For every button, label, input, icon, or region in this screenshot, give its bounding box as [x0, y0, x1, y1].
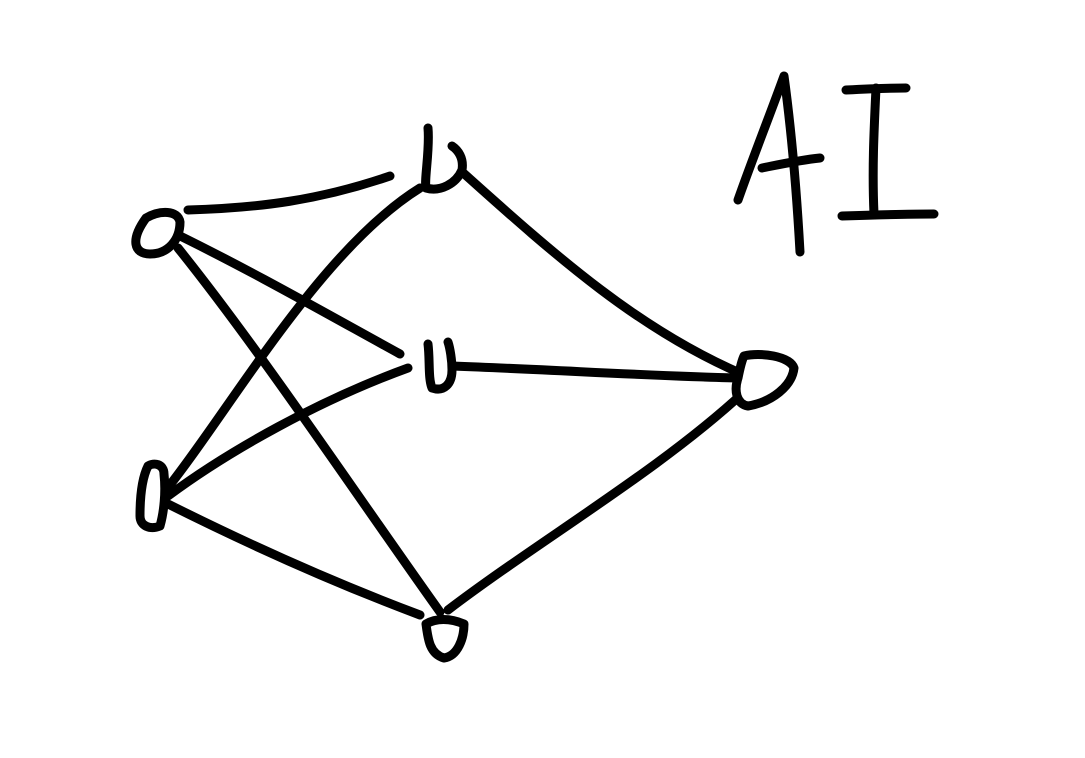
edge-input-1-hidden-2: [167, 227, 405, 359]
edge-input-1-hidden-3: [173, 243, 445, 617]
edge-input-1-hidden-1: [183, 171, 395, 215]
letter-a: [733, 71, 805, 257]
nodes: [131, 123, 799, 663]
ai-label: [733, 71, 939, 257]
letter-i-stem: [868, 83, 881, 219]
node-input-2: [135, 459, 170, 533]
node-hidden-2: [423, 337, 457, 394]
node-hidden-1: [421, 123, 467, 194]
edge-hidden-1-output-1: [455, 165, 747, 379]
edge-hidden-3-output-1: [443, 387, 749, 615]
edge-hidden-2-output-1: [447, 361, 743, 383]
letter-i-bottom: [837, 209, 939, 221]
letter-a-crossbar: [757, 153, 825, 173]
edge-input-2-hidden-1: [161, 183, 425, 495]
edge-input-2-hidden-2: [163, 363, 413, 501]
node-output-1: [731, 350, 799, 411]
node-hidden-3: [421, 615, 469, 663]
edges: [161, 165, 749, 620]
edge-input-2-hidden-3: [163, 499, 425, 620]
node-input-1: [131, 208, 185, 259]
